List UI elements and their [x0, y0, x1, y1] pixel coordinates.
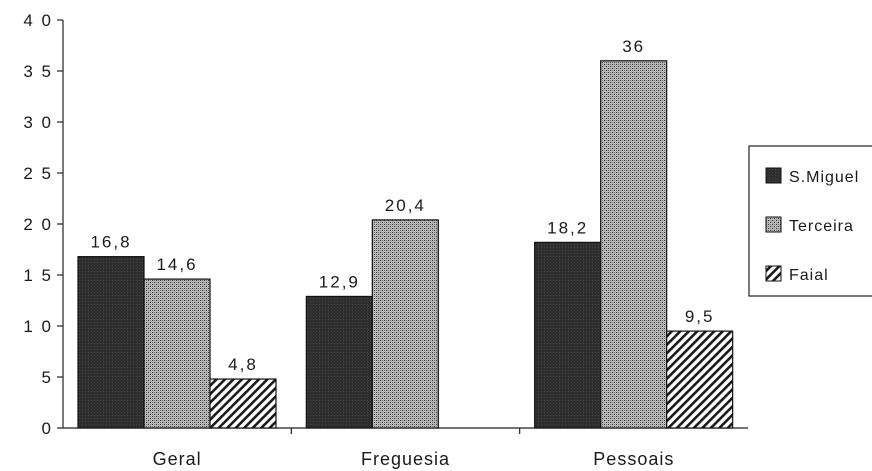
chart-legend: S.Miguel Terceira Faial: [748, 145, 872, 297]
bar-terceira: [371, 219, 439, 429]
bar-s-miguel: [534, 241, 602, 429]
data-label: 9,5: [685, 307, 715, 326]
y-tick-label: 0: [42, 419, 53, 438]
legend-swatch: [765, 167, 782, 184]
y-tick-label: 4 0: [23, 11, 53, 30]
data-label: 4,8: [228, 355, 258, 374]
data-label: 36: [622, 37, 645, 56]
x-category-label: Freguesia: [361, 449, 450, 469]
data-label: 14,6: [156, 255, 197, 274]
legend-swatch: [765, 216, 782, 233]
chart-axes: 0 5 1 0 1 5 2 0 2 5 3 0 3 5 4 0 Geral Freguesia Pes…: [23, 11, 748, 469]
data-label: 18,2: [547, 218, 588, 237]
data-label: 12,9: [319, 272, 360, 291]
x-category-label: Pessoais: [593, 449, 674, 469]
legend-label: S.Miguel: [789, 169, 859, 186]
y-tick-label: 1 0: [23, 317, 53, 336]
x-category-label: Geral: [153, 449, 202, 469]
chart-bars: 16,8 14,6 4,8 12,9 20,4 18,2 36 9,5: [77, 37, 734, 429]
y-tick-label: 2 5: [23, 164, 53, 183]
legend-label: Faial: [789, 267, 829, 284]
y-tick-label: 1 5: [23, 266, 53, 285]
legend-label: Terceira: [789, 218, 854, 235]
bar-terceira: [143, 278, 211, 429]
bar-faial: [666, 330, 734, 429]
y-tick-label: 3 5: [23, 62, 53, 81]
data-label: 16,8: [90, 233, 131, 252]
bar-s-miguel: [305, 295, 373, 429]
data-label: 20,4: [385, 196, 426, 215]
y-tick-label: 5: [42, 368, 53, 387]
legend-swatch: [765, 265, 782, 282]
bar-faial: [209, 378, 277, 429]
y-tick-label: 2 0: [23, 215, 53, 234]
bar-s-miguel: [77, 256, 145, 429]
y-tick-label: 3 0: [23, 113, 53, 132]
bar-terceira: [600, 60, 668, 429]
